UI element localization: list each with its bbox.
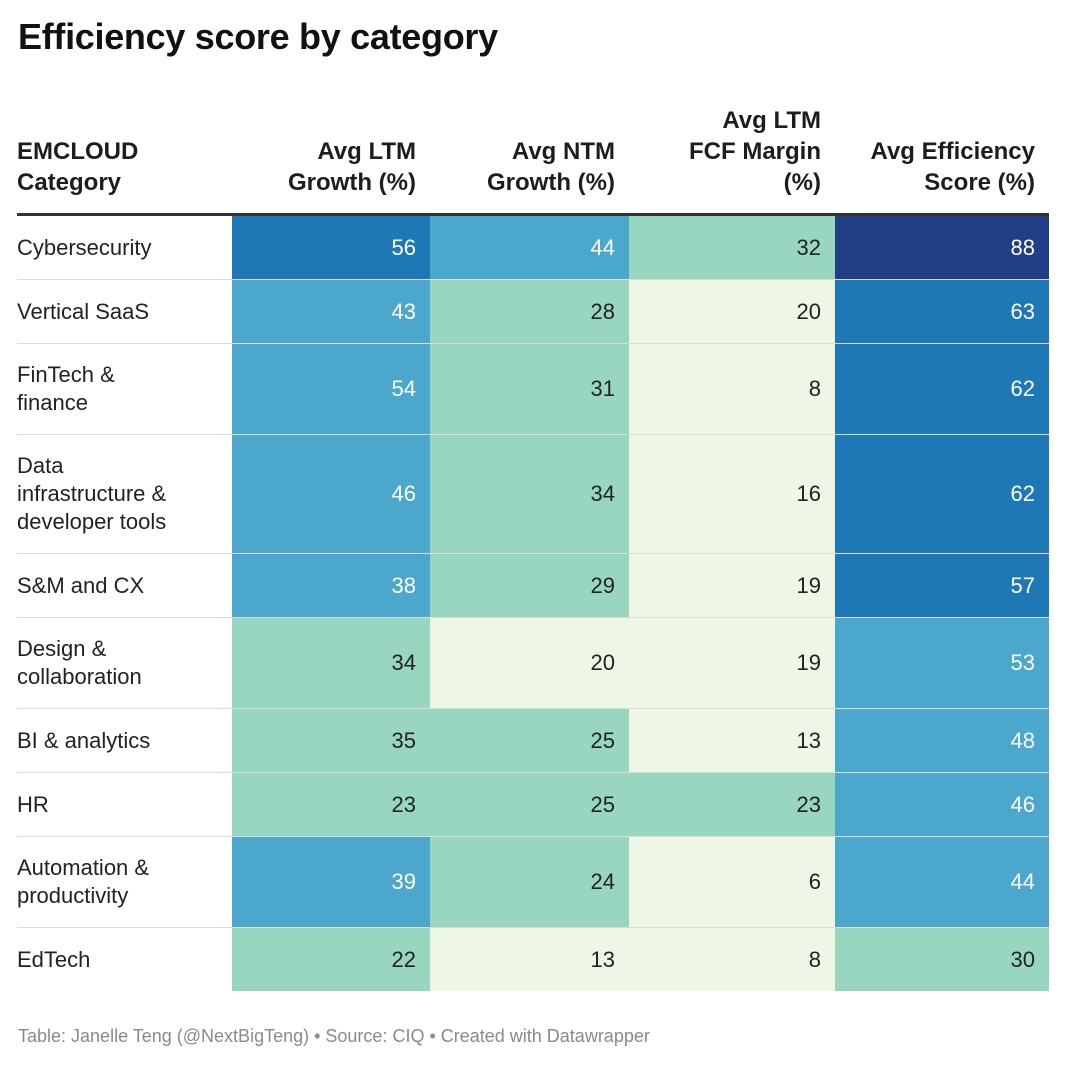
table-row: BI & analytics 35 25 13 48 <box>17 708 1049 773</box>
ntm-growth-cell: 44 <box>430 214 629 280</box>
ntm-growth-cell: 34 <box>430 434 629 554</box>
table-row: FinTech & finance 54 31 8 62 <box>17 343 1049 435</box>
ntm-growth-cell: 24 <box>430 836 629 928</box>
fcf-margin-cell: 13 <box>629 708 835 773</box>
ltm-growth-cell: 34 <box>232 617 430 709</box>
efficiency-score-cell: 62 <box>835 434 1049 554</box>
ntm-growth-cell: 25 <box>430 772 629 837</box>
category-cell: Cybersecurity <box>17 214 232 280</box>
fcf-margin-cell: 32 <box>629 214 835 280</box>
table-row: Data infrastructure & developer tools 46 34 1… <box>17 434 1049 554</box>
fcf-margin-cell: 8 <box>629 927 835 991</box>
ntm-growth-cell: 20 <box>430 617 629 709</box>
fcf-margin-cell: 19 <box>629 553 835 618</box>
ntm-growth-cell: 31 <box>430 343 629 435</box>
ntm-growth-cell: 13 <box>430 927 629 991</box>
fcf-margin-cell: 20 <box>629 279 835 344</box>
table-row: Design & collaboration 34 20 19 53 <box>17 617 1049 709</box>
efficiency-score-cell: 62 <box>835 343 1049 435</box>
fcf-margin-cell: 6 <box>629 836 835 928</box>
table-row: HR 23 25 23 46 <box>17 772 1049 837</box>
header-category: EMCLOUD Category <box>17 105 232 216</box>
efficiency-score-cell: 88 <box>835 214 1049 280</box>
efficiency-table: EMCLOUD Category Avg LTM Growth (%) Avg NT… <box>17 105 1049 991</box>
category-cell: EdTech <box>17 946 91 972</box>
efficiency-score-cell: 57 <box>835 553 1049 618</box>
fcf-margin-cell: 23 <box>629 772 835 837</box>
category-cell: HR <box>17 772 232 837</box>
category-cell: S&M and CX <box>17 553 232 618</box>
category-cell: Design & collaboration <box>17 617 232 709</box>
header-fcf-margin: Avg LTM FCF Margin (%) <box>629 105 835 216</box>
efficiency-score-cell: 30 <box>835 927 1049 991</box>
ntm-growth-cell: 25 <box>430 708 629 773</box>
table-row: EdTech 22 13 8 30 <box>17 927 1049 991</box>
table-body: Cybersecurity 56 44 32 88 Vertical SaaS 43 28 20… <box>17 214 1049 991</box>
chart-title: Efficiency score by category <box>18 16 498 57</box>
efficiency-score-cell: 44 <box>835 836 1049 928</box>
header-ltm-growth: Avg LTM Growth (%) <box>232 105 430 216</box>
header-row: EMCLOUD Category Avg LTM Growth (%) Avg NT… <box>17 105 1049 216</box>
fcf-margin-cell: 8 <box>629 343 835 435</box>
efficiency-score-cell: 48 <box>835 708 1049 773</box>
ntm-growth-cell: 29 <box>430 553 629 618</box>
category-cell: Vertical SaaS <box>17 279 232 344</box>
table-row: Vertical SaaS 43 28 20 63 <box>17 279 1049 344</box>
ltm-growth-cell: 56 <box>232 214 430 280</box>
ltm-growth-cell: 43 <box>232 279 430 344</box>
efficiency-score-cell: 53 <box>835 617 1049 709</box>
fcf-margin-cell: 19 <box>629 617 835 709</box>
category-cell: Data infrastructure & developer tools <box>17 434 232 554</box>
header-ntm-growth: Avg NTM Growth (%) <box>430 105 629 216</box>
table-row: Automation & productivity 39 24 6 44 <box>17 836 1049 928</box>
footer-credit: Table: Janelle Teng (@NextBigTeng) • Sou… <box>18 1026 650 1046</box>
ltm-growth-cell: 39 <box>232 836 430 928</box>
ltm-growth-cell: 38 <box>232 553 430 618</box>
ltm-growth-cell: 54 <box>232 343 430 435</box>
ntm-growth-cell: 28 <box>430 279 629 344</box>
efficiency-score-cell: 46 <box>835 772 1049 837</box>
fcf-margin-cell: 16 <box>629 434 835 554</box>
ltm-growth-cell: 22 <box>232 927 430 991</box>
table-row: S&M and CX 38 29 19 57 <box>17 553 1049 618</box>
table-row: Cybersecurity 56 44 32 88 <box>17 214 1049 280</box>
ltm-growth-cell: 46 <box>232 434 430 554</box>
category-cell: Automation & productivity <box>17 836 232 928</box>
category-cell: BI & analytics <box>17 708 232 773</box>
header-efficiency-score: Avg Efficiency Score (%) <box>835 105 1049 216</box>
ltm-growth-cell: 35 <box>232 708 430 773</box>
ltm-growth-cell: 23 <box>232 772 430 837</box>
category-cell: FinTech & finance <box>17 343 232 435</box>
efficiency-score-cell: 63 <box>835 279 1049 344</box>
